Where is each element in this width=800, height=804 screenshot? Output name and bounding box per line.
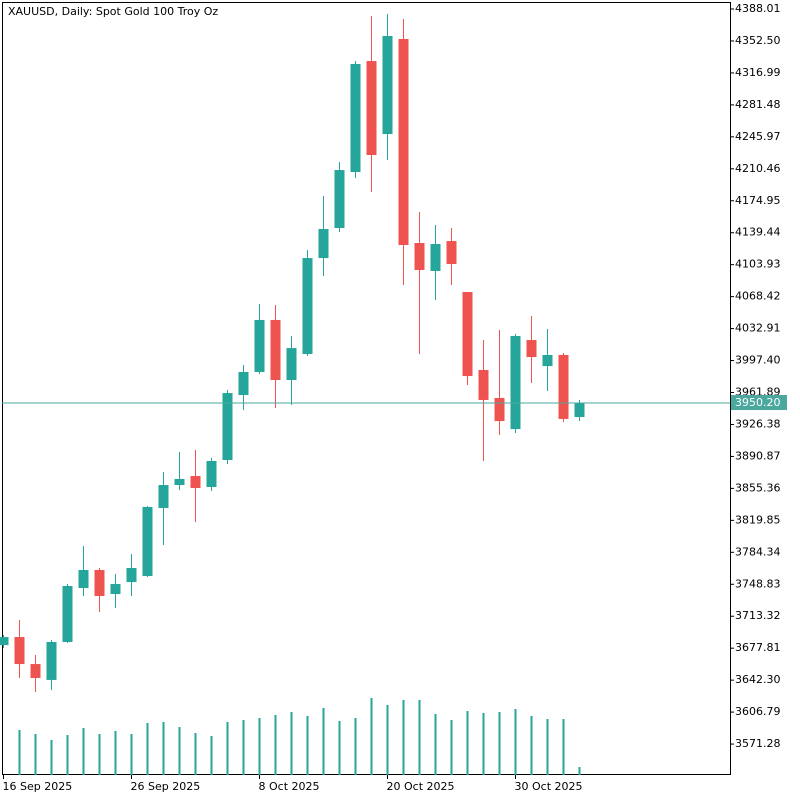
candle-body (270, 319, 281, 380)
y-tick-label: 3606.79 (735, 705, 781, 718)
chart-title: XAUUSD, Daily: Spot Gold 100 Troy Oz (8, 5, 218, 18)
candle-body (302, 258, 313, 354)
y-tick-label: 4103.93 (735, 258, 781, 271)
x-tick-label: 8 Oct 2025 (259, 780, 320, 793)
y-tick-label: 3713.32 (735, 609, 781, 622)
candle-body (558, 354, 569, 419)
current-price-label: 3950.20 (735, 396, 781, 409)
candle-body (46, 641, 57, 680)
y-tick-label: 4281.48 (735, 98, 781, 111)
y-tick-label: 4210.46 (735, 162, 781, 175)
candle-body (334, 170, 345, 228)
candle-body (174, 478, 185, 486)
candle-body (366, 61, 377, 155)
y-tick-label: 3642.30 (735, 673, 781, 686)
candle-body (414, 243, 425, 271)
y-tick-label: 3677.81 (735, 641, 781, 654)
candle-body (94, 569, 105, 596)
y-tick-label: 3855.36 (735, 481, 781, 494)
candle-body (62, 586, 73, 642)
y-tick-label: 4352.50 (735, 34, 781, 47)
y-tick-label: 3748.83 (735, 577, 781, 590)
candle-body (398, 38, 409, 245)
y-tick-label: 3926.38 (735, 417, 781, 430)
candle-body (478, 370, 489, 400)
candle-body (14, 637, 25, 665)
candle-body (350, 64, 361, 173)
candle-body (318, 228, 329, 259)
candle-body (222, 393, 233, 461)
current-price-box (731, 395, 787, 411)
y-tick-label: 3997.40 (735, 354, 781, 367)
y-tick-label: 4245.97 (735, 130, 781, 143)
candle-body (430, 244, 441, 272)
y-tick-label: 4139.44 (735, 226, 781, 239)
x-tick-label: 30 Oct 2025 (515, 780, 583, 793)
candle-body (190, 476, 201, 488)
candle-body (446, 241, 457, 264)
candle-body (142, 506, 153, 577)
candle-body (526, 340, 537, 358)
candle-body (510, 335, 521, 430)
candle-body (30, 664, 41, 678)
candle-body (0, 637, 9, 646)
y-tick-label: 3819.85 (735, 513, 781, 526)
y-tick-label: 3784.34 (735, 545, 781, 558)
x-tick-label: 26 Sep 2025 (131, 780, 201, 793)
y-tick-label: 4388.01 (735, 2, 781, 15)
y-tick-label: 4068.42 (735, 290, 781, 303)
candle-body (126, 568, 137, 583)
candle-body (78, 569, 89, 588)
candle-body (286, 348, 297, 380)
y-tick-label: 4174.95 (735, 194, 781, 207)
candle-body (542, 354, 553, 367)
candle-body (238, 371, 249, 396)
y-tick-label: 4316.99 (735, 66, 781, 79)
candle-body (382, 36, 393, 135)
candle-body (206, 460, 217, 488)
candle-body (254, 319, 265, 372)
plot-frame (2, 2, 731, 775)
candle-body (110, 584, 121, 595)
candle-body (462, 291, 473, 377)
y-tick-label: 4032.91 (735, 322, 781, 335)
candle-body (158, 485, 169, 508)
x-tick-label: 16 Sep 2025 (3, 780, 73, 793)
y-tick-label: 3571.28 (735, 737, 781, 750)
x-tick-label: 20 Oct 2025 (387, 780, 455, 793)
candle-body (574, 403, 585, 417)
y-tick-label: 3890.87 (735, 449, 781, 462)
candle-body (494, 397, 505, 422)
